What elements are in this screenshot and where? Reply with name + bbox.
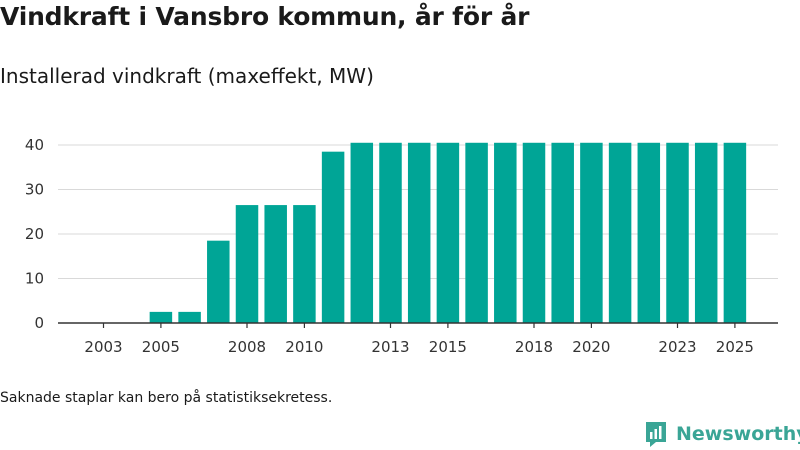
bar-2014 [407, 142, 431, 323]
bar-2025 [723, 142, 747, 323]
bar-2023 [666, 142, 689, 323]
x-tick-label: 2010 [285, 338, 323, 356]
bar-chart: 0 10 20 30 40 2003 2005 2008 2010 2013 2015 2018 202… [25, 136, 778, 356]
chart-title: Vindkraft i Vansbro kommun, år för år [0, 2, 530, 31]
x-tick-label: 2020 [572, 338, 610, 356]
bar-2013 [379, 142, 402, 323]
bar-2020 [580, 142, 603, 323]
bar-2005 [149, 311, 173, 323]
newsworthy-logo-icon [646, 422, 666, 447]
footnote: Saknade staplar kan bero på statistiksek… [0, 390, 333, 406]
y-tick-label: 20 [25, 225, 44, 243]
x-tick-label: 2013 [371, 338, 409, 356]
x-tick-label: 2023 [658, 338, 696, 356]
bar-2009 [264, 205, 287, 323]
bar-2018 [522, 142, 546, 323]
y-tick-label: 40 [25, 136, 44, 154]
bar-2007 [207, 240, 230, 323]
bar-2021 [608, 142, 632, 323]
x-tick-label: 2005 [142, 338, 180, 356]
brand-name: Newsworthy [676, 423, 800, 445]
bar-2012 [350, 142, 374, 323]
x-tick-label: 2008 [228, 338, 266, 356]
brand: Newsworthy [644, 420, 800, 448]
x-tick-label: 2025 [716, 338, 754, 356]
bar-2017 [494, 142, 517, 323]
bar-2015 [436, 142, 460, 323]
bar-2008 [235, 205, 259, 323]
chart-subtitle: Installerad vindkraft (maxeffekt, MW) [0, 64, 374, 88]
bar-2019 [551, 142, 574, 323]
bar-2016 [465, 142, 488, 323]
x-tick-label: 2003 [84, 338, 122, 356]
y-tick-label: 30 [25, 181, 44, 199]
bar-2022 [637, 142, 661, 323]
y-tick-label: 10 [25, 270, 44, 288]
y-tick-label: 0 [34, 314, 44, 332]
bar-2011 [321, 151, 345, 323]
x-tick-label: 2015 [429, 338, 467, 356]
bar-2010 [293, 205, 316, 323]
bar-2006 [178, 311, 201, 323]
bar-2024 [694, 142, 718, 323]
x-tick-label: 2018 [515, 338, 553, 356]
